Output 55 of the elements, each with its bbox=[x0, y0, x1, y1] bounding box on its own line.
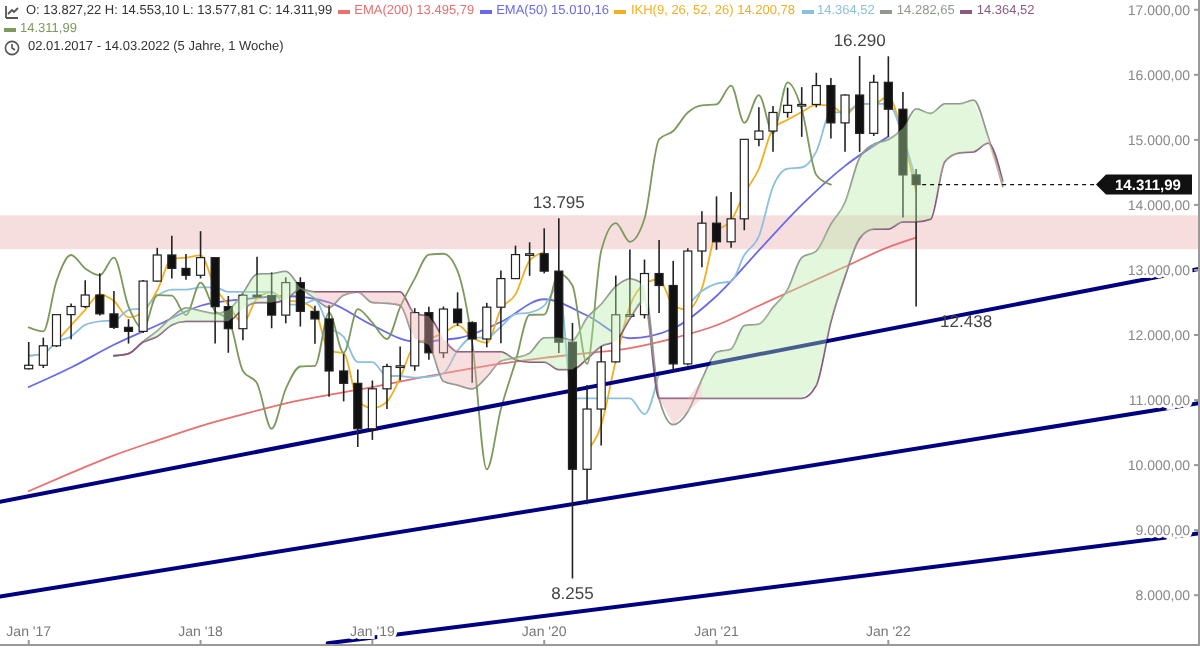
candlestick bbox=[625, 248, 635, 317]
candlestick bbox=[855, 55, 865, 153]
candlestick bbox=[310, 304, 320, 345]
candlestick bbox=[510, 244, 521, 280]
candlestick bbox=[639, 258, 650, 320]
annotation: 8.255 bbox=[551, 582, 595, 603]
candlestick bbox=[339, 353, 349, 403]
candlestick bbox=[195, 230, 206, 280]
candlestick bbox=[826, 77, 836, 140]
candlestick bbox=[883, 55, 893, 138]
candlestick bbox=[482, 302, 492, 349]
candlestick bbox=[539, 227, 549, 275]
candlestick bbox=[66, 302, 76, 341]
candlestick bbox=[152, 247, 162, 283]
candlestick bbox=[38, 336, 48, 369]
annotation: 13.795 bbox=[532, 192, 586, 213]
line-series bbox=[27, 135, 890, 388]
candlestick bbox=[811, 72, 821, 109]
candlestick bbox=[467, 320, 477, 384]
candlestick bbox=[840, 93, 850, 153]
line-series bbox=[27, 81, 832, 471]
candlestick bbox=[295, 276, 305, 328]
candlestick bbox=[654, 239, 664, 314]
candlestick bbox=[754, 106, 764, 148]
candlestick bbox=[438, 305, 449, 359]
candlestick bbox=[181, 253, 191, 281]
candlestick bbox=[238, 292, 248, 342]
candlestick bbox=[109, 290, 119, 330]
candlestick bbox=[382, 362, 392, 410]
candlestick bbox=[367, 379, 377, 441]
candlestick bbox=[395, 345, 405, 382]
candlestick bbox=[611, 274, 621, 364]
candlestick bbox=[596, 345, 606, 447]
candlestick bbox=[123, 318, 134, 345]
candlestick bbox=[697, 210, 707, 269]
annotation: 12.438 bbox=[940, 310, 993, 331]
candlestick bbox=[281, 276, 291, 325]
candlestick bbox=[797, 86, 807, 138]
candlestick bbox=[267, 271, 277, 330]
candlestick bbox=[783, 86, 793, 119]
line-series bbox=[27, 236, 918, 493]
candlestick bbox=[167, 234, 177, 280]
candlestick bbox=[424, 305, 434, 361]
candlestick bbox=[496, 269, 506, 344]
candlestick bbox=[711, 195, 722, 251]
candlestick bbox=[223, 295, 233, 354]
candlestick bbox=[51, 313, 62, 348]
annotation: 16.290 bbox=[833, 29, 887, 50]
candlestick bbox=[80, 279, 90, 309]
candlestick bbox=[726, 191, 736, 249]
candlestick bbox=[768, 105, 778, 153]
candlestick bbox=[452, 291, 463, 327]
candlestick bbox=[525, 241, 535, 277]
candlestick bbox=[353, 368, 363, 448]
candlestick bbox=[95, 272, 105, 317]
